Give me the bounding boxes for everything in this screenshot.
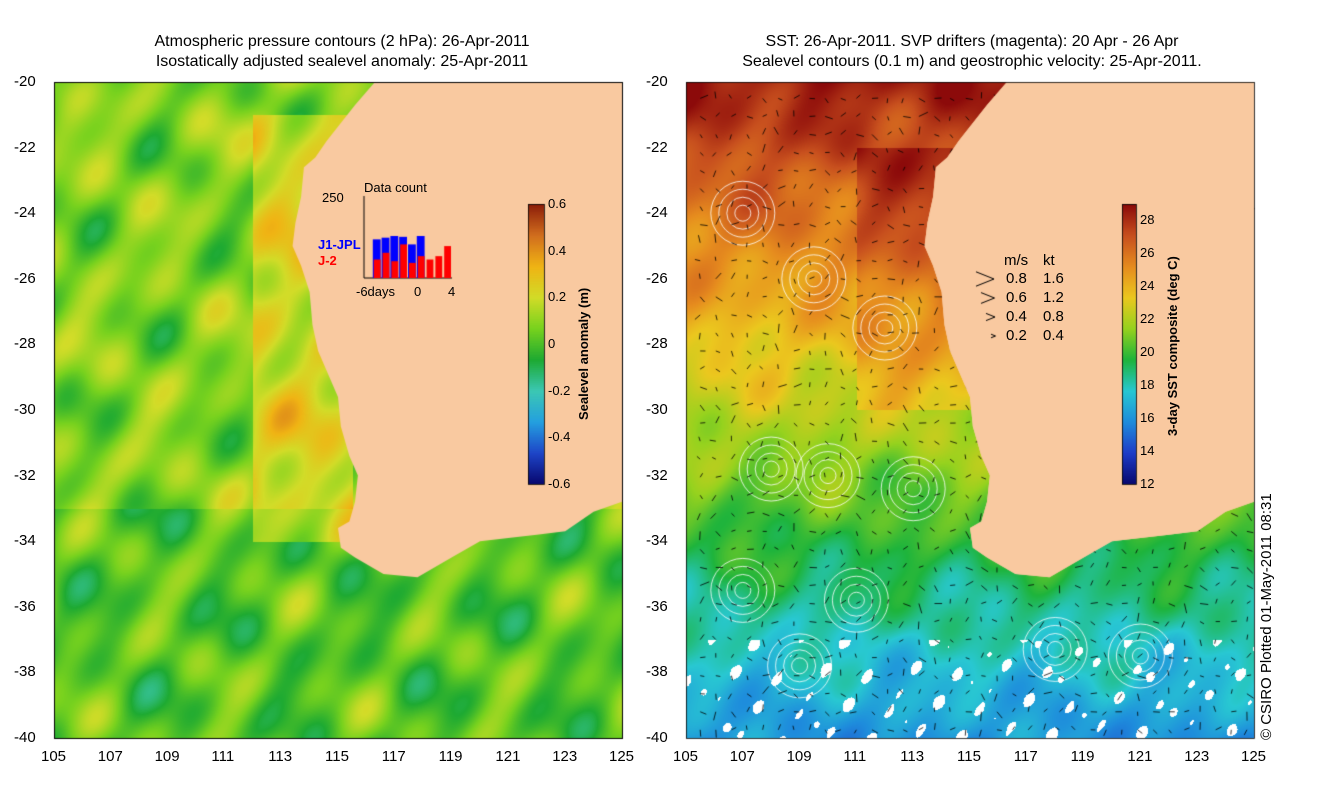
x-tick-label: 111 [211, 748, 235, 765]
speed-legend-ms: 0.8 [1006, 270, 1027, 287]
y-tick-label: -24 [646, 204, 668, 222]
x-tick-label: 107 [97, 748, 123, 765]
colorbar-tick-label: 16 [1140, 410, 1155, 426]
x-tick-label: 105 [41, 748, 67, 765]
inset-legend-j1: J1-JPL [318, 237, 361, 252]
left-title-line1: Atmospheric pressure contours (2 hPa): 2… [154, 33, 530, 50]
inset-ymax: 250 [322, 190, 344, 205]
right-panel-title: SST: 26-Apr-2011. SVP drifters (magenta)… [682, 32, 1262, 72]
right-title-line1: SST: 26-Apr-2011. SVP drifters (magenta)… [765, 33, 1179, 50]
x-tick-label: 121 [495, 748, 521, 765]
x-tick-label: 125 [1241, 748, 1267, 765]
y-tick-label: -22 [14, 138, 36, 156]
speed-legend-ms: 0.2 [1006, 327, 1027, 344]
inset-x-label-zero: 0 [414, 284, 422, 299]
colorbar-tick-label: 24 [1140, 278, 1155, 294]
colorbar-tick-label: 22 [1140, 311, 1155, 327]
colorbar-tick-label: 0.2 [548, 289, 567, 305]
x-tick-label: 113 [900, 748, 925, 765]
x-tick-label: 113 [268, 748, 293, 765]
y-tick-label: -34 [14, 532, 36, 550]
y-tick-label: -36 [646, 597, 668, 615]
left-title-line2: Isostatically adjusted sealevel anomaly:… [155, 53, 529, 70]
x-tick-label: 125 [609, 748, 635, 765]
colorbar-tick-label: 12 [1140, 476, 1155, 491]
colorbar-tick-label: 14 [1140, 443, 1155, 459]
credit-text: © CSIRO Plotted 01-May-2011 08:31 [1258, 493, 1275, 740]
colorbar-tick-label: -0.6 [548, 476, 571, 491]
y-tick-label: -26 [14, 269, 36, 287]
colorbar-tick-label: 0 [548, 336, 556, 351]
colorbar-tick-label: 28 [1140, 212, 1155, 228]
y-tick-label: -30 [646, 401, 668, 418]
y-tick-label: -36 [14, 597, 36, 615]
speed-legend-kt: 1.2 [1043, 289, 1064, 306]
x-tick-label: 111 [843, 748, 867, 765]
speed-legend-kt: 1.6 [1043, 270, 1064, 287]
y-tick-label: -24 [14, 204, 36, 222]
x-tick-label: 115 [957, 748, 981, 765]
x-tick-label: 119 [438, 748, 463, 765]
x-tick-label: 117 [381, 748, 406, 765]
y-tick-label: -40 [14, 729, 36, 746]
x-tick-label: 123 [552, 748, 578, 765]
colorbar-tick-label: -0.2 [548, 382, 571, 398]
speed-legend-header-kt: kt [1043, 252, 1055, 269]
y-tick-label: -40 [646, 729, 668, 746]
y-tick-label: -30 [14, 401, 36, 418]
y-tick-label: -38 [646, 663, 668, 681]
left-panel-title: Atmospheric pressure contours (2 hPa): 2… [62, 32, 622, 72]
y-tick-label: -28 [14, 335, 36, 353]
y-tick-label: -28 [646, 335, 668, 353]
speed-legend-header-ms: m/s [1004, 252, 1029, 269]
x-tick-label: 105 [673, 748, 699, 765]
colorbar-tick-label: 0.4 [548, 242, 567, 258]
colorbar-tick-label: 0.6 [548, 196, 567, 211]
speed-legend-kt: 0.8 [1043, 308, 1064, 325]
y-tick-label: -20 [14, 73, 36, 90]
right-colorbar-label: 3-day SST composite (deg C) [1165, 256, 1180, 436]
y-tick-label: -22 [646, 138, 668, 156]
x-tick-label: 119 [1070, 748, 1095, 765]
colorbar-tick-label: -0.4 [548, 429, 571, 445]
right-title-line2: Sealevel contours (0.1 m) and geostrophi… [742, 53, 1202, 70]
y-tick-label: -38 [14, 663, 36, 681]
colorbar-tick-label: 20 [1140, 344, 1155, 360]
speed-legend-ms: 0.4 [1006, 308, 1027, 325]
x-tick-label: 115 [325, 748, 349, 765]
x-tick-label: 107 [729, 748, 755, 765]
inset-x-label-end: 4 [448, 284, 456, 299]
colorbar-tick-label: 26 [1140, 245, 1155, 261]
inset-x-label-start: -6days [356, 284, 396, 299]
speed-legend-kt: 0.4 [1043, 327, 1064, 344]
x-tick-label: 123 [1184, 748, 1210, 765]
y-tick-label: -34 [646, 532, 668, 550]
colorbar-tick-label: 18 [1140, 377, 1155, 393]
inset-title: Data count [364, 180, 427, 195]
y-tick-label: -26 [646, 269, 668, 287]
inset-legend-j2: J-2 [318, 253, 337, 268]
y-tick-label: -32 [646, 466, 668, 484]
y-tick-label: -20 [646, 73, 668, 90]
left-colorbar-label: Sealevel anomaly (m) [576, 287, 591, 420]
x-tick-label: 109 [786, 748, 812, 765]
x-tick-label: 109 [154, 748, 180, 765]
y-tick-label: -32 [14, 466, 36, 484]
speed-legend-ms: 0.6 [1006, 289, 1027, 306]
x-tick-label: 117 [1013, 748, 1038, 765]
x-tick-label: 121 [1127, 748, 1153, 765]
